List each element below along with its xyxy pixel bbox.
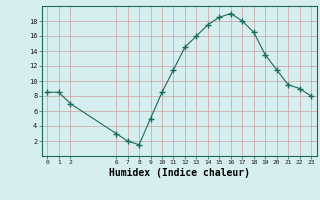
X-axis label: Humidex (Indice chaleur): Humidex (Indice chaleur) — [109, 168, 250, 178]
